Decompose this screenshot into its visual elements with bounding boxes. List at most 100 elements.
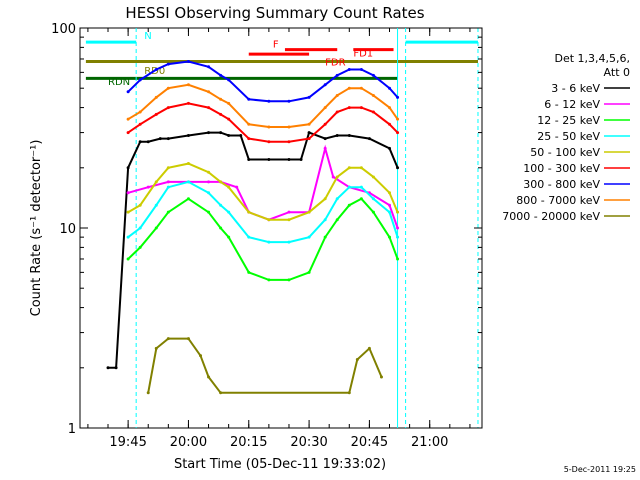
series-point [347, 166, 351, 170]
series-point [247, 210, 251, 214]
series-point [388, 235, 392, 239]
series-point [359, 185, 363, 189]
series-point [388, 191, 392, 195]
series-point [367, 137, 371, 141]
series-point [299, 158, 303, 162]
series-layer [106, 59, 400, 395]
y-tick-label: 10 [59, 222, 76, 237]
series-point [323, 235, 327, 239]
series-point [287, 278, 291, 282]
series-point [396, 131, 400, 135]
series-point [307, 131, 311, 135]
series-point [126, 257, 130, 261]
flag-label-fd1: FD1 [353, 49, 373, 60]
series-point [347, 134, 351, 138]
series-point [267, 99, 271, 103]
x-tick-label: 21:00 [411, 435, 448, 450]
x-tick-label: 20:45 [351, 435, 388, 450]
series-point [138, 122, 142, 126]
series-point [335, 110, 339, 114]
series-line-7 [127, 83, 399, 128]
series-point [126, 191, 130, 195]
series-point [166, 86, 170, 90]
series-point [207, 106, 211, 110]
series-point [335, 93, 339, 97]
series-point [379, 375, 383, 379]
series-point [347, 68, 351, 72]
series-point [267, 278, 271, 282]
series-point [267, 240, 271, 244]
x-tick-label: 19:45 [109, 435, 146, 450]
series-point [359, 68, 363, 72]
series-point [287, 125, 291, 129]
series-point [247, 137, 251, 141]
series-point [219, 203, 223, 207]
series-point [219, 131, 223, 135]
series-point [166, 137, 170, 141]
series-point [146, 185, 150, 189]
series-point [247, 270, 251, 274]
series-point [227, 134, 231, 138]
series-line-6 [127, 60, 399, 103]
series-point [287, 240, 291, 244]
series-point [287, 140, 291, 144]
series-point [287, 218, 291, 222]
series-point [371, 175, 375, 179]
series-point [323, 137, 327, 141]
series-point [355, 358, 359, 362]
series-point [219, 391, 223, 395]
series-point [247, 158, 251, 162]
series-point [396, 95, 400, 99]
series-point [158, 137, 162, 141]
series-point [207, 65, 211, 69]
series-point [207, 210, 211, 214]
series-point [347, 185, 351, 189]
flag-label-f: F [273, 39, 279, 50]
series-point [396, 210, 400, 214]
series-point [335, 197, 339, 201]
series-point [267, 158, 271, 162]
series-point [371, 210, 375, 214]
series-point [146, 140, 150, 144]
series-point [323, 146, 327, 150]
series-point [396, 226, 400, 230]
series-point [166, 62, 170, 66]
series-point [154, 95, 158, 99]
series-point [138, 203, 142, 207]
series-point [207, 180, 211, 184]
y-axis-label: Count Rate (s⁻¹ detector⁻¹) [29, 140, 44, 317]
series-point [347, 106, 351, 110]
series-point [106, 366, 110, 370]
series-point [307, 210, 311, 214]
series-point [347, 391, 351, 395]
series-point [335, 134, 339, 138]
x-tick-label: 20:30 [290, 435, 327, 450]
series-point [359, 166, 363, 170]
series-point [114, 366, 118, 370]
series-point [331, 175, 335, 179]
series-point [227, 117, 231, 121]
series-line-8 [147, 337, 383, 394]
series-point [154, 68, 158, 72]
series-point [247, 97, 251, 101]
series-point [371, 110, 375, 114]
series-point [307, 137, 311, 141]
series-point [359, 86, 363, 90]
series-point [166, 180, 170, 184]
series-point [126, 166, 130, 170]
series-point [388, 210, 392, 214]
series-point [396, 257, 400, 261]
series-point [367, 346, 371, 350]
series-point [186, 337, 190, 341]
series-point [396, 117, 400, 121]
series-point [396, 166, 400, 170]
series-point [267, 125, 271, 129]
series-point [388, 106, 392, 110]
legend-header-line2: Att 0 [604, 66, 630, 79]
series-point [227, 101, 231, 105]
flag-label-n: N [144, 31, 151, 42]
series-point [186, 162, 190, 166]
